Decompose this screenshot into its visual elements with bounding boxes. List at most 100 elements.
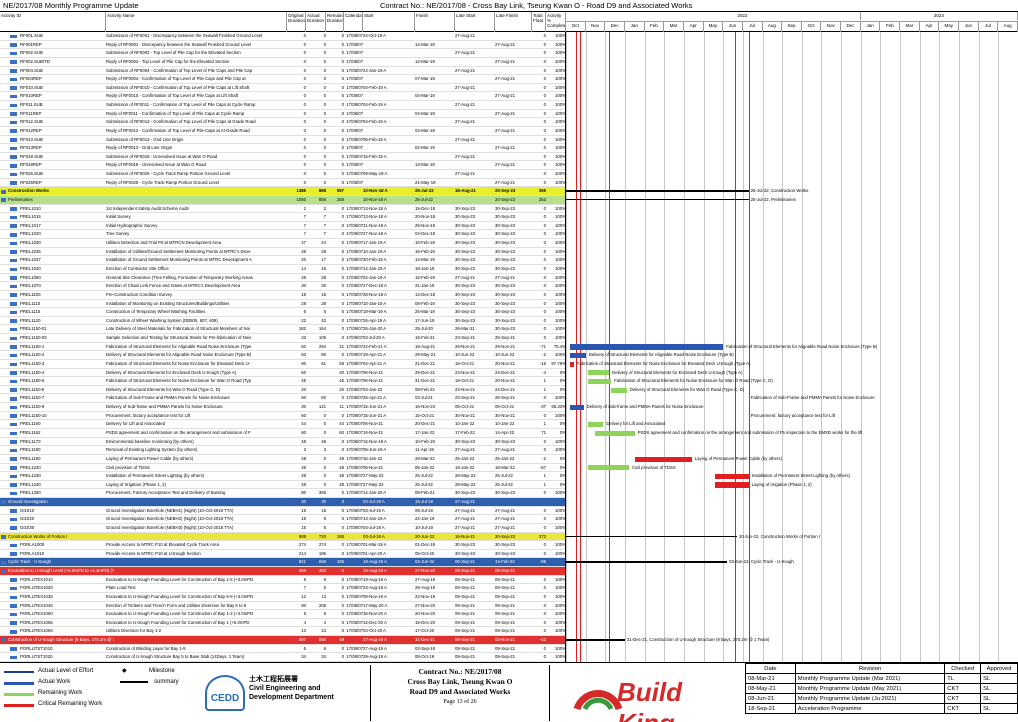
table-row[interactable]: PREL1150-3 Fabrication of Structural Elem… <box>0 360 565 369</box>
gantt-bar[interactable] <box>587 465 629 471</box>
table-row[interactable]: PREL1115 Construction of Temporary Wheel … <box>0 308 565 317</box>
table-row[interactable]: PREL1100 Pre-Construction Condition Surve… <box>0 291 565 300</box>
table-row[interactable]: RF018REP Reply of RF0018 - Unresolved Iss… <box>0 161 565 171</box>
table-row[interactable]: PORLA1000 Provide Access to MTRC P10 at E… <box>0 541 565 550</box>
summary-bar[interactable] <box>566 198 749 201</box>
table-row[interactable]: PREL1162 PSDS agreement and confirmation … <box>0 429 565 438</box>
summary-bar[interactable] <box>566 190 749 192</box>
table-row[interactable]: PREL1017 Initial Hydrographic Survey 7 7 0 17… <box>0 222 565 231</box>
table-row[interactable]: RF013REP Reply of RF0013 - Grid Line Orig… <box>0 144 565 153</box>
table-row[interactable]: PREL1070 Erection of Chain Link Fence and… <box>0 282 565 291</box>
table-row[interactable]: RF004.SUB Submission of RF0004 - Confirma… <box>0 67 565 76</box>
table-row[interactable]: PREL1150-9 Delivery of Sub-frame and PMMA… <box>0 403 565 412</box>
table-row[interactable]: PREL1150-2 Delivery of Structural Element… <box>0 351 565 360</box>
table-row[interactable]: RF010.SUB Submission of RF0010 - Confirma… <box>0 84 565 93</box>
table-row[interactable]: PREL1250 Procurement, Factory Acceptance … <box>0 489 565 499</box>
table-row[interactable]: PREL1170 Environmental baseline monitorin… <box>0 438 565 447</box>
table-row[interactable]: PREL1120 Construction of Wheel Washing Sy… <box>0 317 565 326</box>
table-row[interactable]: PREL1035 Installation of Utilities/Ground… <box>0 248 565 257</box>
table-row[interactable]: PREL1190 Laying of Permanent Power Cable … <box>0 455 565 464</box>
table-row[interactable]: PREL1150-6 Delivery of Structural Element… <box>0 386 565 395</box>
table-row[interactable]: PORLUTEX1030 Excavation to U-trough Found… <box>0 593 565 602</box>
gantt-bar[interactable] <box>715 482 749 488</box>
table-row[interactable]: PORLUTST1020 Construction of U-trough Str… <box>0 653 565 662</box>
table-row[interactable]: PORLUTEX1060 Utilities Diversion for Bay … <box>0 627 565 637</box>
table-row[interactable]: RF025REP Reply of RF0025 - Cycle Track Ra… <box>0 179 565 188</box>
table-row[interactable]: PORLUTEX1040 Erection of Timbers and Tren… <box>0 602 565 611</box>
gantt-bar[interactable] <box>611 387 627 393</box>
table-row[interactable]: PREL1110 Installation of Monitoring on Ex… <box>0 300 565 309</box>
gantt-bar[interactable] <box>569 361 574 367</box>
table-row[interactable]: PREL1050 General Site Clearance (Tree Fel… <box>0 274 565 283</box>
table-row[interactable]: PORLUTEX1010 Excavation to U-trough Found… <box>0 576 565 585</box>
table-row[interactable]: PREL1150-7 Fabrication of Sub-Frame and P… <box>0 394 565 404</box>
column-header-cell[interactable]: Total Float <box>532 12 546 32</box>
table-row[interactable]: PREL1020 Tree Survey 7 7 0 17/08/07 27-Nov-18 … <box>0 230 565 240</box>
table-row[interactable]: PORLUTEX1020 Plate Load Test 7 5 0 17/08/07 23… <box>0 584 565 593</box>
table-row[interactable]: PREL1240 Laying of Irrigation (Phase 1, 2… <box>0 481 565 490</box>
table-row[interactable]: PREL1040 Erection of Contractor Site Offi… <box>0 265 565 274</box>
table-row[interactable]: GI1020 Ground Investigation Borehole (NEB… <box>0 515 565 524</box>
group-row[interactable]: Construction Works 1386 868 557 10-Nov-18 A 2… <box>0 187 565 196</box>
table-row[interactable]: PREL1230 Installation of Permanent Street… <box>0 472 565 481</box>
group-row[interactable]: Preliminaries 1050 856 258 10-Nov-18 A 25-Jul… <box>0 195 565 205</box>
table-row[interactable]: PORLUTST1010 Construction of Blinding Lay… <box>0 645 565 654</box>
table-row[interactable]: PREL1180 Removal of Existing Lighting Sys… <box>0 446 565 455</box>
column-header-cell[interactable]: Activity % Complete <box>546 12 566 32</box>
table-row[interactable]: PREL1160 Delivery for Lift and Associated… <box>0 420 565 429</box>
table-row[interactable]: RF013.SUB Submission of RF0013 - Grid Lin… <box>0 136 565 145</box>
table-row[interactable]: PREL1015 Initial Survey 7 7 0 17/08/07 13-Nov-… <box>0 213 565 222</box>
table-row[interactable]: RF004REP Reply of RF0004 - Confirmation o… <box>0 75 565 84</box>
column-header-cell[interactable]: Calendar <box>344 12 363 32</box>
table-row[interactable]: PREL1150-10 Procurement, factory acceptan… <box>0 412 565 421</box>
gantt-bar[interactable] <box>569 404 584 410</box>
summary-bar[interactable] <box>566 639 625 641</box>
table-row[interactable]: RF010REP Reply of RF0010 - Confirmation o… <box>0 92 565 102</box>
table-row[interactable]: PREL1030 Utilities Detection and Trial Pi… <box>0 239 565 248</box>
group-row[interactable]: Construction of U-trough Structure (9 Ba… <box>0 636 565 645</box>
table-row[interactable]: RF002.SUBITD Reply of RF0002 - Top Level … <box>0 58 565 67</box>
table-row[interactable]: PREL1150-03 Sample Selection and Testing … <box>0 334 565 343</box>
table-row[interactable]: GI1030 Ground Investigation Borehole (NEB… <box>0 524 565 533</box>
table-row[interactable]: RF012REP Reply of RF0012 - Confirmation o… <box>0 127 565 136</box>
table-row[interactable]: PREL1037 Installation of Ground Settlemen… <box>0 256 565 265</box>
table-row[interactable]: RF011REP Reply of RF0011 - Confirmation o… <box>0 110 565 119</box>
column-header-cell[interactable]: Actual Duration <box>306 12 326 32</box>
column-header-cell[interactable]: Remaining Duration <box>326 12 344 32</box>
summary-bar[interactable] <box>566 561 728 563</box>
group-row[interactable]: Construction Works of Portion I 888 720 185… <box>0 532 565 542</box>
table-row[interactable]: PREL1150-01 Late Delivery of Steel Materi… <box>0 325 565 335</box>
table-row[interactable]: RF025.SUB Submission of RF0025 - Cycle Tr… <box>0 170 565 179</box>
gantt-bar[interactable] <box>569 344 724 350</box>
table-row[interactable]: PREL1150-1 Fabrication of Structural Elem… <box>0 343 565 352</box>
group-row[interactable]: Ground Investigation 30 30 0 03-Jul-19 A 15-J… <box>0 498 565 507</box>
table-row[interactable]: RF011.SUB Submission of RF0011 - Confirma… <box>0 101 565 110</box>
table-row[interactable]: PREL1010 1st Independent Safety Audit Sch… <box>0 205 565 214</box>
group-row[interactable]: Cycle Track - U-trough 821 659 165 19-Aug-19… <box>0 558 565 568</box>
column-header-cell[interactable]: Activity Name <box>106 12 287 32</box>
table-row[interactable]: RF018.SUB Submission of RF0018 - Unresolv… <box>0 153 565 162</box>
group-row[interactable]: Excavation to U-trough Level (+5.0mPD to… <box>0 567 565 576</box>
table-row[interactable]: RF001.SUB Submission of RF0001 - Discrepa… <box>0 32 565 41</box>
gantt-bar[interactable] <box>587 378 612 385</box>
table-row[interactable]: PORLUTEX1055 Excavation to U-trough Found… <box>0 619 565 628</box>
table-row[interactable]: PREL1150-5 Fabrication of Structural Elem… <box>0 377 565 386</box>
table-row[interactable]: RF001REP Reply of RF0001 - Discrepancy be… <box>0 41 565 50</box>
column-header-cell[interactable]: Finish <box>415 12 455 32</box>
table-row[interactable]: PREL1220 Civil provision of TDSS 48 0 48 17/0… <box>0 464 565 473</box>
column-header-cell[interactable]: Late Finish <box>495 12 532 32</box>
table-row[interactable]: GI1010 Ground Investigation Borehole (NEB… <box>0 507 565 516</box>
gantt-bar[interactable] <box>569 353 586 359</box>
gantt-bar[interactable] <box>587 422 604 428</box>
column-header-cell[interactable]: Activity ID <box>0 12 106 32</box>
table-row[interactable]: PORLA1010 Provide Access to MTRC P10 at U… <box>0 550 565 559</box>
column-header-cell[interactable]: Late Start <box>455 12 495 32</box>
table-row[interactable]: RF012.SUB Submission of RF0012 - Confirma… <box>0 118 565 127</box>
gantt-bar[interactable] <box>587 370 610 376</box>
table-row[interactable]: PORLUTEX1050 Excavation to U-trough Found… <box>0 610 565 619</box>
gantt-bar[interactable] <box>634 456 692 462</box>
summary-bar[interactable] <box>566 535 737 538</box>
column-header-cell[interactable]: Original Duration <box>287 12 306 32</box>
column-header-cell[interactable]: Start <box>363 12 415 32</box>
table-row[interactable]: RF002.SUB Submission of RF0002 - Top Leve… <box>0 49 565 58</box>
